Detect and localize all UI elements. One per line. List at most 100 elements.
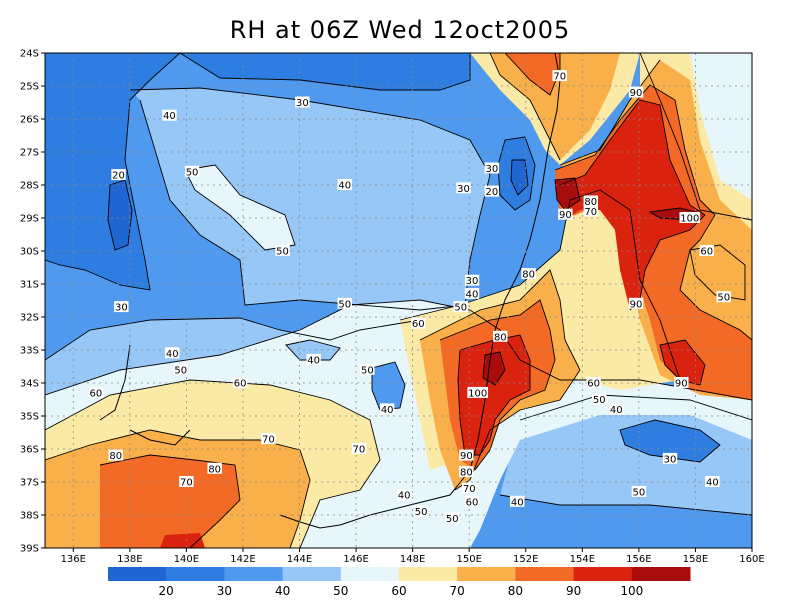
contour-label: 70 [553,72,566,83]
contour-label-bg [462,482,477,494]
contour-label: 90 [460,451,473,462]
colorbar-swatch [166,567,225,581]
contour-label: 70 [180,478,193,489]
contour-label: 60 [466,497,479,508]
field-20-30-pocket-north [180,53,470,90]
contour-label: 40 [398,491,411,502]
colorbar-swatch [573,567,633,581]
contour-label-bg [173,363,188,375]
contour-label-bg [337,297,352,309]
field-90-100-east [560,100,705,310]
colorbar-swatch [224,567,284,581]
contour-label: 30 [485,164,498,175]
colorbar-swatch [399,567,458,581]
contour-label-bg [631,485,647,497]
y-axis-ticks: 24S 25S 26S 27S 28S 29S 30S 31S 32S 33S 34S 35S 36S 3… [20,49,45,555]
contour-label-bg [411,317,426,329]
contour-label-bg [108,449,123,461]
colorbar-label: 90 [566,584,581,598]
y-tick-label: 30S [20,247,39,258]
y-tick-label: 27S [20,148,39,159]
contour-label-bg [484,185,500,197]
contour-label: 50 [186,167,199,178]
colorbar-label: 20 [159,584,174,598]
contour-lines [45,53,752,548]
contour-label-bg [111,169,126,181]
contour-label-bg [583,205,599,217]
contour-label: 50 [338,299,351,310]
contour-label-bg [351,443,367,454]
contour-label-bg [716,291,731,303]
contour-label: 60 [412,319,425,330]
contour-label: 60 [90,388,103,399]
contour-label: 50 [446,514,459,525]
contour-label-bg [456,182,471,194]
contour-label-bg [179,476,194,487]
map-title: RH at 06Z Wed 12oct2005 [229,16,571,44]
contour-label-bg [114,301,129,313]
contour-label-bg [379,403,395,415]
contour-label-bg [207,462,222,474]
contour-label: 70 [584,207,597,218]
contour-label: 40 [706,478,719,489]
contour-label-bg [464,495,480,507]
field-40-50 [130,88,490,310]
contour-label: 80 [460,468,473,479]
contour-label: 50 [415,507,428,518]
x-tick-label: 142E [230,554,255,565]
contour-label-bg [552,70,567,82]
y-tick-label: 35S [20,412,39,423]
y-tick-label: 38S [20,511,39,522]
contour-label: 30 [296,98,309,109]
contour-label-bg [275,245,290,256]
contour-label-bg [583,195,599,207]
contour-label: 50 [361,365,374,376]
contour-label-bg [662,452,678,464]
contour-label-bg [295,96,310,108]
y-tick-label: 24S [20,49,39,60]
x-tick-label: 138E [117,554,142,565]
x-axis-ticks: 136E 138E 140E 142E 144E 146E 148E 150E 152E 154E… [61,548,765,565]
contour-label: 40 [338,181,351,192]
contour-label: 40 [163,111,176,122]
contour-label-bg [459,466,474,478]
field-10-20-west [108,180,132,250]
colorbar-label: 50 [333,584,348,598]
y-tick-label: 28S [20,181,39,192]
colorbar-swatch [282,567,342,581]
contour-label-bg [162,109,177,121]
contour-label: 50 [174,365,187,376]
contour-label-bg [705,476,720,487]
contour-label-bg [628,86,644,98]
contour-label: 50 [454,303,467,314]
field-10-20-east [511,160,528,195]
contour-label-bg [609,403,624,415]
y-tick-label: 25S [20,82,39,93]
contour-label-bg [679,212,701,223]
x-tick-label: 148E [400,554,425,565]
y-tick-label: 37S [20,478,39,489]
x-tick-label: 144E [287,554,312,565]
y-tick-label: 32S [20,313,39,324]
contour-label-bg [699,245,714,256]
contour-label: 20 [112,171,125,182]
x-tick-label: 146E [343,554,368,565]
contour-label: 90 [675,379,688,390]
x-tick-label: 154E [570,554,595,565]
y-tick-label: 36S [20,445,39,456]
contour-label-bg [453,301,468,313]
colorbar-label: 60 [391,584,406,598]
contour-label-bg [592,393,607,405]
contour-label-bg [484,162,500,174]
contour-label-bg [88,386,104,398]
contour-label: 50 [633,487,646,498]
contour-label: 50 [717,293,730,304]
y-tick-label: 39S [20,544,39,555]
contour-label-bg [493,330,508,342]
contour-label-bg [558,208,573,220]
x-tick-label: 160E [739,554,764,565]
contour-label: 80 [522,270,535,281]
contour-label-bg [396,489,412,501]
